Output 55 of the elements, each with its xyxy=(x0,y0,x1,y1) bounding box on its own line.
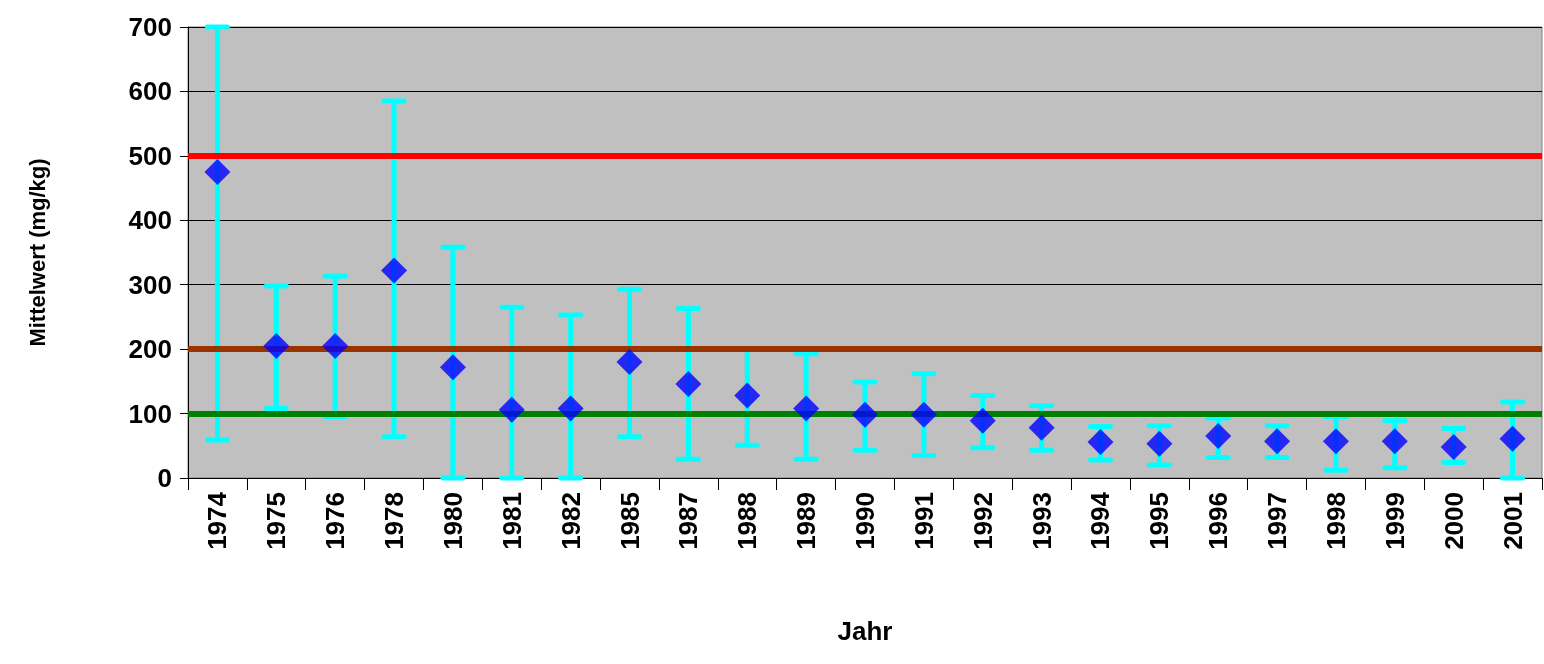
x-tick-label: 2000 xyxy=(1438,492,1469,550)
x-tick-label: 2001 xyxy=(1497,492,1528,550)
x-tick-label: 1987 xyxy=(673,492,704,550)
point xyxy=(204,158,231,185)
point xyxy=(322,332,349,359)
x-tick-label: 1974 xyxy=(202,491,233,550)
point xyxy=(1381,428,1408,455)
x-tick-label: 1993 xyxy=(1026,492,1057,550)
y-tick-label: 100 xyxy=(128,398,172,429)
point xyxy=(852,401,878,428)
point xyxy=(1322,428,1349,455)
point xyxy=(263,332,290,359)
point xyxy=(1440,434,1467,461)
y-tick-label: 600 xyxy=(128,76,172,107)
x-tick-label: 1998 xyxy=(1320,492,1351,550)
y-tick-label: 500 xyxy=(128,140,172,171)
point xyxy=(381,257,408,284)
y-tick-label: 300 xyxy=(128,269,172,300)
x-tick-label: 1995 xyxy=(1144,492,1175,550)
point xyxy=(1205,423,1232,450)
x-tick-label: 1997 xyxy=(1262,492,1293,550)
point xyxy=(616,349,643,376)
x-tick-label: 1981 xyxy=(496,492,527,550)
y-tick-label: 200 xyxy=(128,334,172,365)
x-tick-label: 1988 xyxy=(732,492,763,550)
x-tick-label: 1989 xyxy=(791,492,822,550)
y-tick-label: 700 xyxy=(128,12,172,42)
point xyxy=(793,395,820,422)
point xyxy=(439,354,466,381)
x-tick-label: 1991 xyxy=(908,492,939,550)
point xyxy=(1146,430,1173,457)
x-tick-label: 1980 xyxy=(437,492,468,550)
point xyxy=(1087,428,1114,455)
y-axis-title: Mittelwert (mg/kg) xyxy=(24,158,50,347)
x-tick-label: 1982 xyxy=(555,492,586,550)
point xyxy=(734,382,761,409)
x-tick-label: 1999 xyxy=(1379,492,1410,550)
point xyxy=(557,395,584,422)
point xyxy=(498,396,525,423)
point xyxy=(1028,414,1055,441)
point xyxy=(910,401,937,428)
x-tick-label: 1978 xyxy=(379,492,410,550)
x-tick-label: 1996 xyxy=(1203,492,1234,550)
x-tick-label: 1975 xyxy=(261,492,292,550)
point xyxy=(675,370,702,397)
x-tick-label: 1976 xyxy=(320,492,351,550)
point xyxy=(969,407,996,434)
x-tick-label: 1985 xyxy=(614,492,645,550)
x-axis-title: Jahr xyxy=(837,616,893,646)
x-tick-label: 1992 xyxy=(967,492,998,550)
point xyxy=(1499,425,1526,452)
y-tick-label: 400 xyxy=(128,205,172,236)
x-tick-label: 1994 xyxy=(1085,491,1116,550)
x-tick-label: 1990 xyxy=(850,492,880,550)
y-tick-label: 0 xyxy=(157,463,172,493)
